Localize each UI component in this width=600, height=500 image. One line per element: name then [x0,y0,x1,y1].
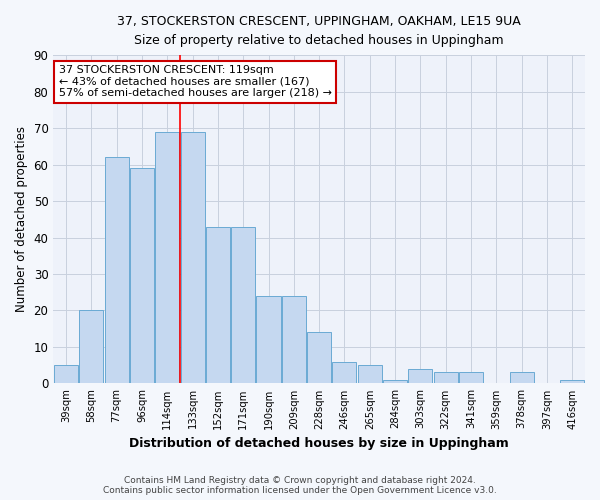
Bar [509,372,534,384]
Bar [282,296,306,384]
Bar [104,158,128,384]
Bar [560,380,584,384]
Bar [256,296,281,384]
Bar [434,372,458,384]
Bar [155,132,179,384]
Bar [181,132,205,384]
Bar [130,168,154,384]
Y-axis label: Number of detached properties: Number of detached properties [15,126,28,312]
Bar [358,365,382,384]
Bar [383,380,407,384]
Title: 37, STOCKERSTON CRESCENT, UPPINGHAM, OAKHAM, LE15 9UA
Size of property relative : 37, STOCKERSTON CRESCENT, UPPINGHAM, OAK… [117,15,521,47]
Bar [409,369,433,384]
Bar [307,332,331,384]
Bar [459,372,483,384]
Bar [206,226,230,384]
Text: 37 STOCKERSTON CRESCENT: 119sqm
← 43% of detached houses are smaller (167)
57% o: 37 STOCKERSTON CRESCENT: 119sqm ← 43% of… [59,65,332,98]
Bar [79,310,103,384]
Bar [332,362,356,384]
Text: Contains HM Land Registry data © Crown copyright and database right 2024.
Contai: Contains HM Land Registry data © Crown c… [103,476,497,495]
X-axis label: Distribution of detached houses by size in Uppingham: Distribution of detached houses by size … [129,437,509,450]
Bar [231,226,255,384]
Bar [54,365,78,384]
